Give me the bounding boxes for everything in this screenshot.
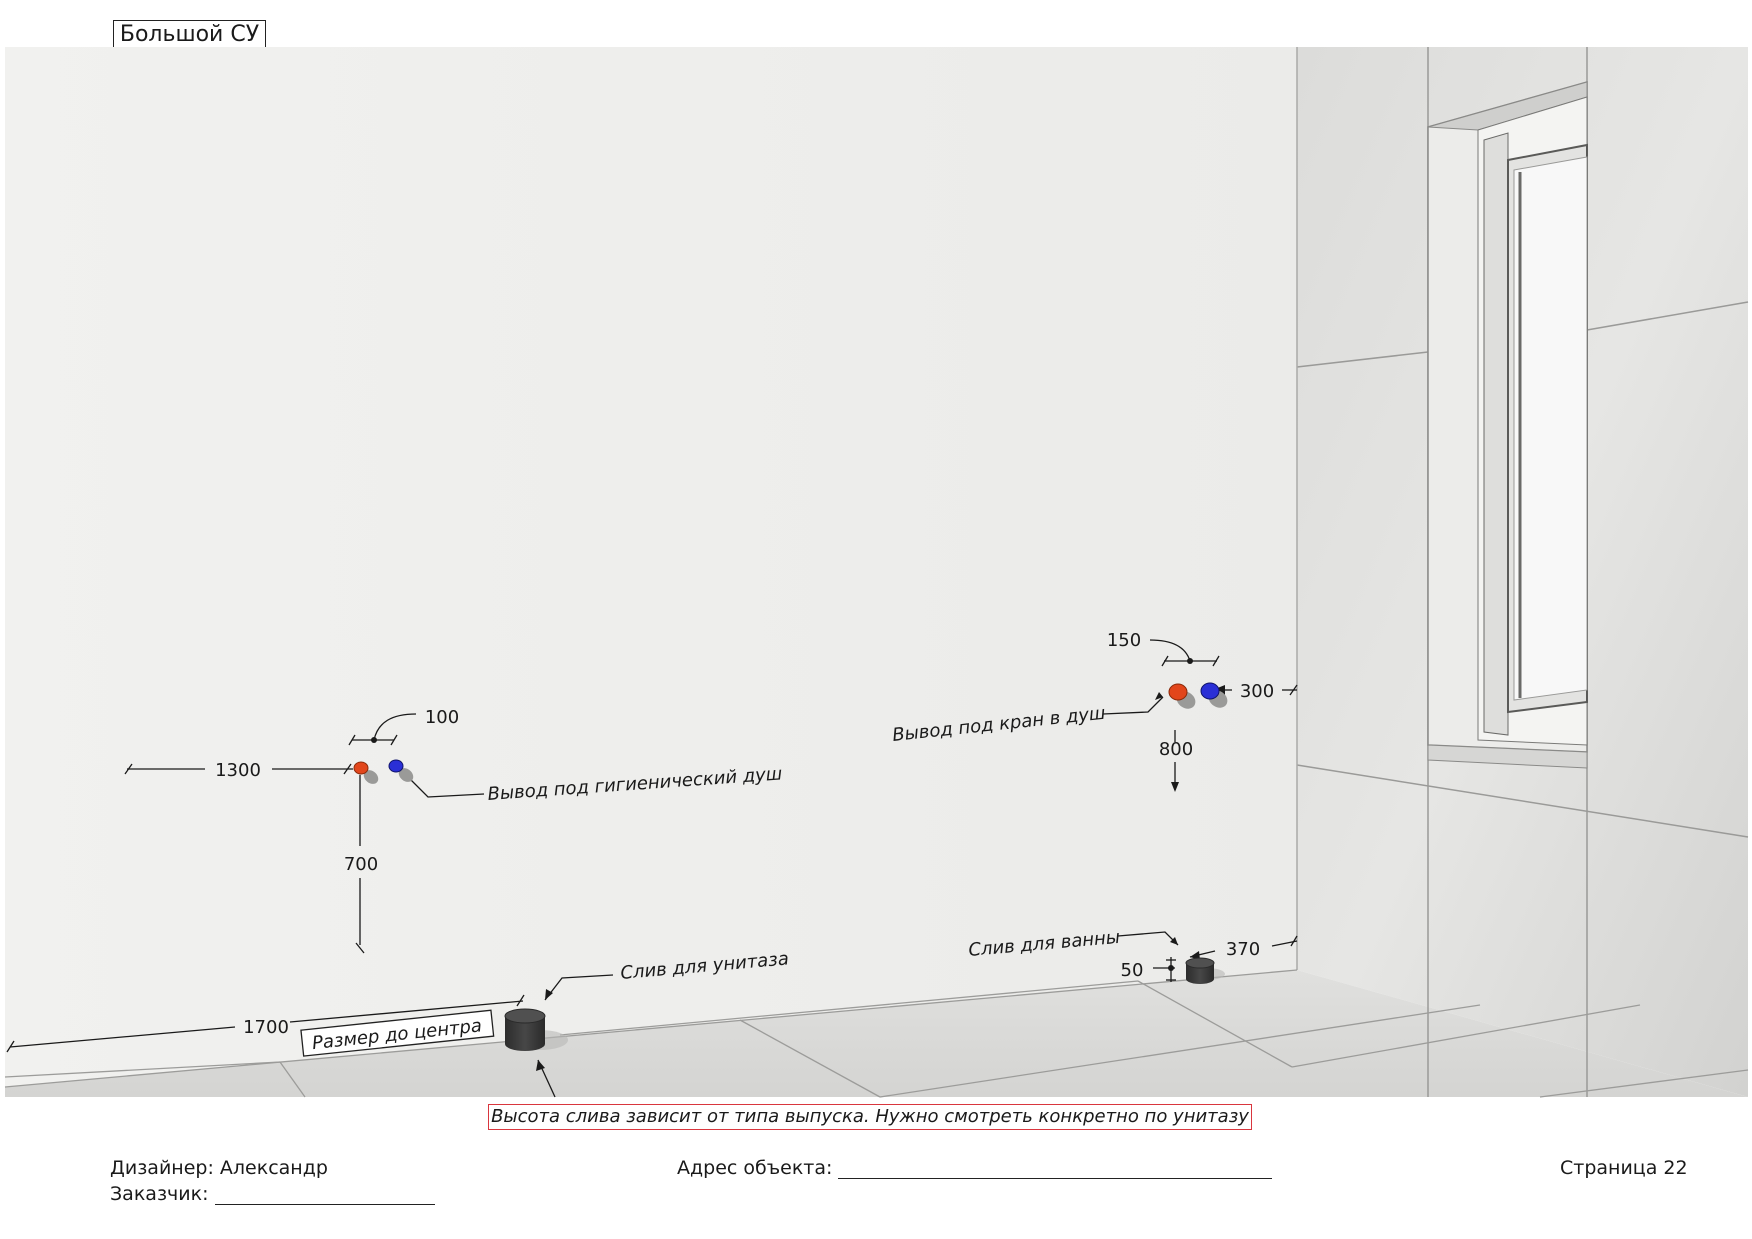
customer-field: Заказчик:	[110, 1183, 435, 1205]
shower-cold-outlet	[1200, 682, 1228, 708]
hygienic-cold-outlet	[388, 759, 414, 782]
drain-height-note: Высота слива зависит от типа выпуска. Ну…	[488, 1104, 1252, 1130]
dim-50: 50	[1121, 960, 1144, 981]
address-blank-line	[838, 1160, 1273, 1179]
dim-700: 700	[344, 854, 378, 875]
dim-1700: 1700	[243, 1017, 289, 1038]
customer-label: Заказчик:	[110, 1183, 209, 1205]
shower-hot-outlet	[1168, 683, 1196, 709]
address-label: Адрес объекта:	[677, 1157, 833, 1179]
address-field: Адрес объекта:	[677, 1157, 1273, 1179]
hygienic-hot-outlet	[353, 761, 379, 784]
window	[1427, 81, 1588, 769]
toilet-drain	[504, 1008, 568, 1051]
back-wall	[5, 47, 1297, 1087]
designer-label: Дизайнер: Александр	[110, 1157, 328, 1179]
bath-drain	[1185, 957, 1225, 984]
customer-blank-line	[214, 1186, 435, 1205]
page-number: Страница 22	[1560, 1157, 1688, 1179]
floor-tiles	[4, 969, 1749, 1098]
dim-150: 150	[1107, 630, 1141, 651]
floor	[5, 970, 1748, 1097]
dim-800: 800	[1159, 739, 1193, 760]
dim-370: 370	[1226, 939, 1260, 960]
dim-1300: 1300	[215, 760, 261, 781]
dim-300: 300	[1240, 681, 1274, 702]
dim-100: 100	[425, 707, 459, 728]
